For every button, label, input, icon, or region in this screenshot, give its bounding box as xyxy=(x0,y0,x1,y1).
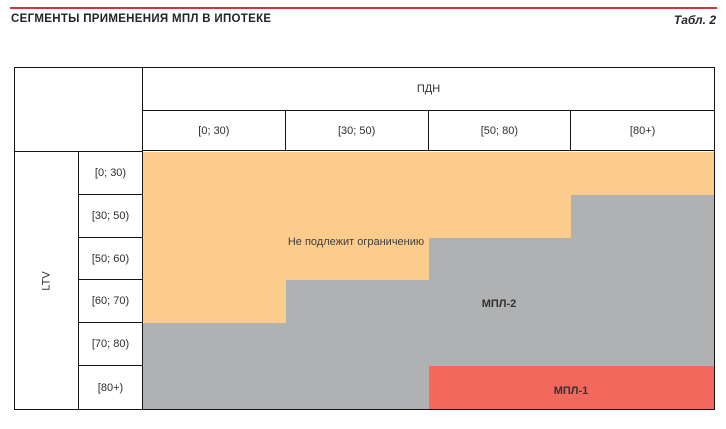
zone-cell-unrestricted xyxy=(143,194,286,238)
zone-cell-unrestricted xyxy=(428,194,572,238)
zone-cell-mpl1 xyxy=(571,366,714,409)
ltv-range-header: [50; 60) xyxy=(79,238,142,281)
zone-cell-grid xyxy=(143,152,714,409)
zone-cell-unrestricted xyxy=(143,280,286,324)
zone-cell-mpl2 xyxy=(285,280,429,324)
zone-cell-mpl2 xyxy=(571,280,714,324)
pdn-range-header: [30; 50) xyxy=(286,111,429,150)
zone-cell-unrestricted xyxy=(285,152,429,195)
ltv-range-header: [80+) xyxy=(97,381,124,394)
zone-cell-mpl2 xyxy=(571,237,714,281)
ltv-range-header: [30; 50) xyxy=(79,195,142,238)
zone-cell-mpl2 xyxy=(285,366,429,409)
column-axis-header: ПДН xyxy=(143,68,714,111)
zone-cell-unrestricted xyxy=(285,237,429,281)
corner-cell xyxy=(15,68,143,152)
row-axis-label: LTV xyxy=(40,270,53,291)
ltv-range-header: [60; 70) xyxy=(79,280,142,324)
zone-cell-mpl1 xyxy=(428,366,572,409)
zone-cell-mpl2 xyxy=(143,323,286,367)
mpl-segments-matrix: ПДН [0; 30) [30; 50) [50; 80) [80+) LTV [0;… xyxy=(14,67,715,410)
zone-cell-mpl2 xyxy=(428,280,572,324)
zone-cell-mpl2 xyxy=(285,323,429,367)
zone-cell-unrestricted xyxy=(143,152,286,195)
zone-cell-mpl2 xyxy=(143,366,286,409)
zone-cell-mpl2 xyxy=(571,194,714,238)
zone-cell-unrestricted xyxy=(571,152,714,195)
zone-cell-mpl2 xyxy=(428,323,572,367)
zone-cell-unrestricted xyxy=(285,194,429,238)
accent-top-rule xyxy=(10,7,717,9)
zone-cell-unrestricted xyxy=(428,152,572,195)
zone-cell-mpl2 xyxy=(428,237,572,281)
row-axis-header: LTV xyxy=(15,152,79,409)
pdn-range-header: [0; 30) xyxy=(143,111,286,150)
pdn-range-header: [50; 80) xyxy=(429,111,572,150)
table-number-caption: Табл. 2 xyxy=(673,13,716,27)
pdn-range-headers-row: [0; 30) [30; 50) [50; 80) [80+) xyxy=(143,111,714,151)
ltv-range-header: [70; 80) xyxy=(79,323,142,367)
page-title: СЕГМЕНТЫ ПРИМЕНЕНИЯ МПЛ В ИПОТЕКЕ xyxy=(11,13,272,25)
zone-cell-mpl2 xyxy=(571,323,714,367)
ltv-range-header: [0; 30) xyxy=(79,152,142,195)
zone-cell-unrestricted xyxy=(143,237,286,281)
ltv-range-headers-column: [0; 30) [30; 50) [50; 60) [60; 70) [70; 80) [… xyxy=(79,152,143,409)
pdn-range-header: [80+) xyxy=(629,124,656,137)
